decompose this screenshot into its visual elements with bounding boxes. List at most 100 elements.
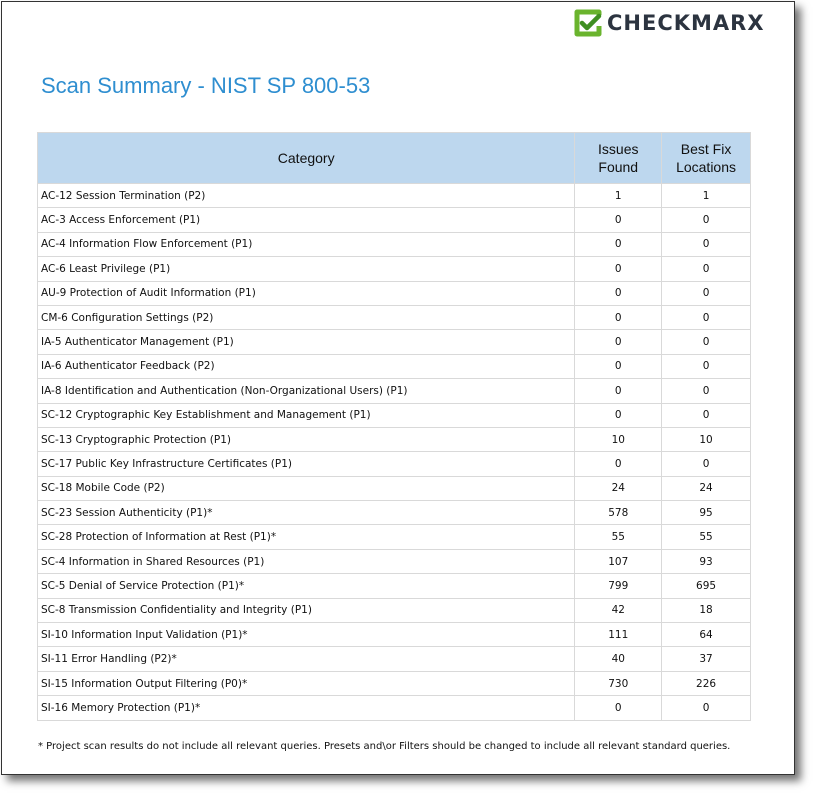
cell-best-fix: 0 [661, 695, 751, 721]
cell-best-fix: 0 [661, 256, 751, 282]
cell-best-fix: 93 [661, 548, 751, 575]
header-best-fix: Best Fix Locations [661, 132, 751, 184]
cell-category: SI-15 Information Output Filtering (P0)* [36, 670, 576, 697]
cell-issues-found: 578 [574, 500, 663, 526]
cell-category: SC-18 Mobile Code (P2) [36, 475, 576, 502]
table-row: SC-12 Cryptographic Key Establishment an… [36, 402, 751, 428]
cell-best-fix: 0 [661, 451, 751, 477]
cell-best-fix: 695 [661, 573, 751, 599]
cell-issues-found: 24 [574, 475, 663, 502]
cell-best-fix: 1 [661, 182, 751, 209]
cell-category: AC-6 Least Privilege (P1) [36, 256, 576, 282]
table-row: SC-5 Denial of Service Protection (P1)* 7… [36, 573, 751, 599]
table-row: SI-16 Memory Protection (P1)* 0 0 [36, 695, 751, 721]
cell-category: SI-11 Error Handling (P2)* [36, 646, 576, 672]
table-row: SC-28 Protection of Information at Rest … [36, 524, 751, 550]
table-row: SI-11 Error Handling (P2)* 40 37 [36, 646, 751, 672]
cell-issues-found: 111 [574, 622, 663, 648]
cell-best-fix: 0 [661, 329, 751, 355]
cell-category: AU-9 Protection of Audit Information (P1… [36, 280, 576, 306]
cell-issues-found: 42 [574, 597, 663, 624]
cell-best-fix: 24 [661, 475, 751, 502]
cell-best-fix: 0 [661, 304, 751, 331]
cell-category: AC-3 Access Enforcement (P1) [36, 207, 576, 233]
cell-issues-found: 107 [574, 548, 663, 575]
cell-category: SC-12 Cryptographic Key Establishment an… [36, 402, 576, 428]
table-row: AC-4 Information Flow Enforcement (P1) 0 0 [36, 231, 751, 258]
cell-category: SC-23 Session Authenticity (P1)* [36, 500, 576, 526]
table-row: CM-6 Configuration Settings (P2) 0 0 [36, 304, 751, 331]
cell-category: SI-16 Memory Protection (P1)* [36, 695, 576, 721]
cell-issues-found: 55 [574, 524, 663, 550]
table-row: SC-18 Mobile Code (P2) 24 24 [36, 475, 751, 502]
cell-issues-found: 0 [574, 304, 663, 331]
table-row: SC-17 Public Key Infrastructure Certific… [36, 451, 751, 477]
cell-best-fix: 0 [661, 280, 751, 306]
cell-issues-found: 0 [574, 207, 663, 233]
cell-issues-found: 0 [574, 280, 663, 306]
table-row: IA-8 Identification and Authentication (… [36, 378, 751, 404]
table-row: SC-13 Cryptographic Protection (P1) 10 10 [36, 426, 751, 453]
cell-best-fix: 0 [661, 231, 751, 258]
cell-issues-found: 0 [574, 695, 663, 721]
cell-best-fix: 0 [661, 378, 751, 404]
cell-issues-found: 730 [574, 670, 663, 697]
cell-issues-found: 40 [574, 646, 663, 672]
checkmarx-logo: CHECKMARX [573, 8, 765, 38]
cell-best-fix: 0 [661, 402, 751, 428]
cell-best-fix: 10 [661, 426, 751, 453]
checkmark-logo-icon [574, 9, 602, 37]
table-row: AC-6 Least Privilege (P1) 0 0 [36, 256, 751, 282]
summary-table: Category Issues Found Best Fix Locations… [36, 132, 751, 721]
cell-best-fix: 226 [661, 670, 751, 697]
table-header-row: Category Issues Found Best Fix Locations [36, 132, 751, 184]
cell-best-fix: 37 [661, 646, 751, 672]
header-best-fix-label: Best Fix Locations [676, 141, 737, 175]
cell-category: SC-5 Denial of Service Protection (P1)* [36, 573, 576, 599]
header-category: Category [36, 132, 576, 184]
cell-issues-found: 0 [574, 402, 663, 428]
cell-category: SC-4 Information in Shared Resources (P1… [36, 548, 576, 575]
cell-category: IA-8 Identification and Authentication (… [36, 378, 576, 404]
table-row: IA-6 Authenticator Feedback (P2) 0 0 [36, 353, 751, 380]
table-row: AC-3 Access Enforcement (P1) 0 0 [36, 207, 751, 233]
cell-category: SC-28 Protection of Information at Rest … [36, 524, 576, 550]
cell-category: AC-4 Information Flow Enforcement (P1) [36, 231, 576, 258]
cell-category: SC-17 Public Key Infrastructure Certific… [36, 451, 576, 477]
header-issues-found: Issues Found [574, 132, 663, 184]
cell-issues-found: 0 [574, 353, 663, 380]
cell-issues-found: 799 [574, 573, 663, 599]
table-row: AU-9 Protection of Audit Information (P1… [36, 280, 751, 306]
cell-category: SC-13 Cryptographic Protection (P1) [36, 426, 576, 453]
logo-text: CHECKMARX [607, 11, 765, 35]
table-row: IA-5 Authenticator Management (P1) 0 0 [36, 329, 751, 355]
cell-best-fix: 55 [661, 524, 751, 550]
cell-best-fix: 0 [661, 207, 751, 233]
cell-category: CM-6 Configuration Settings (P2) [36, 304, 576, 331]
page-title: Scan Summary - NIST SP 800-53 [41, 73, 371, 98]
cell-issues-found: 1 [574, 182, 663, 209]
cell-issues-found: 0 [574, 378, 663, 404]
cell-category: SI-10 Information Input Validation (P1)* [36, 622, 576, 648]
cell-best-fix: 0 [661, 353, 751, 380]
cell-issues-found: 10 [574, 426, 663, 453]
cell-issues-found: 0 [574, 231, 663, 258]
cell-category: IA-6 Authenticator Feedback (P2) [36, 353, 576, 380]
cell-best-fix: 95 [661, 500, 751, 526]
header-issues-found-label: Issues Found [598, 141, 639, 175]
cell-category: SC-8 Transmission Confidentiality and In… [36, 597, 576, 624]
table-row: SI-10 Information Input Validation (P1)*… [36, 622, 751, 648]
cell-category: AC-12 Session Termination (P2) [36, 182, 576, 209]
cell-issues-found: 0 [574, 256, 663, 282]
cell-category: IA-5 Authenticator Management (P1) [36, 329, 576, 355]
cell-issues-found: 0 [574, 329, 663, 355]
cell-best-fix: 18 [661, 597, 751, 624]
table-row: SC-8 Transmission Confidentiality and In… [36, 597, 751, 624]
report-page: CHECKMARX Scan Summary - NIST SP 800-53 … [1, 1, 795, 775]
table-row: SC-4 Information in Shared Resources (P1… [36, 548, 751, 575]
footnote: * Project scan results do not include al… [38, 741, 731, 752]
table-row: AC-12 Session Termination (P2) 1 1 [36, 182, 751, 209]
table-row: SC-23 Session Authenticity (P1)* 578 95 [36, 500, 751, 526]
table-row: SI-15 Information Output Filtering (P0)*… [36, 670, 751, 697]
cell-best-fix: 64 [661, 622, 751, 648]
